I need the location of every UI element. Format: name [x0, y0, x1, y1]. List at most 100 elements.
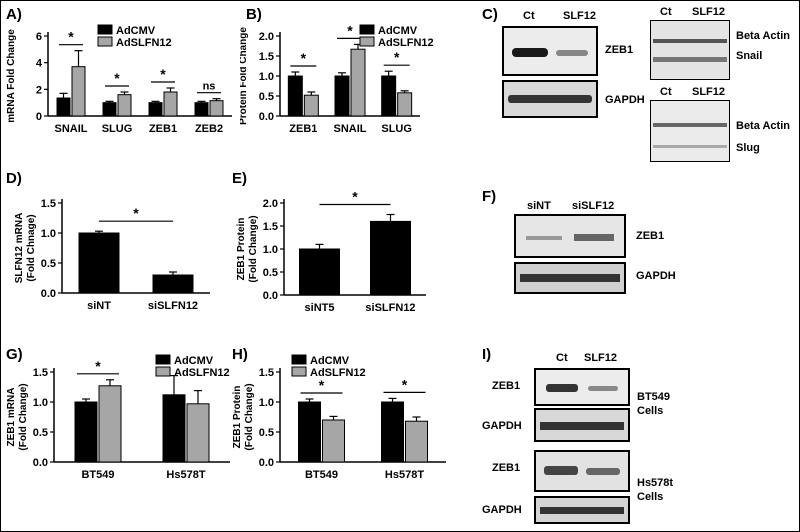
chart-d: 0.0 0.5 1.0 1.5 SLFN12 mRNA(Fold Chnage) siNT…: [14, 198, 210, 312]
blot-i-group-bt549: BT549 Cells: [637, 391, 671, 417]
y-tick-label: 4: [36, 58, 43, 70]
legend-label: AdCMV: [116, 25, 156, 37]
chart-h: 0.0 0.5 1.0 1.5 ZEB1 Protein(Fold Change) BT5…: [232, 354, 446, 481]
x-tick-label: BT549: [81, 469, 114, 481]
blot-f-lane-sislf12: siSLF12: [572, 200, 615, 212]
blot-c2: [650, 20, 730, 80]
blot-i-hs578t-zeb1: [534, 450, 630, 492]
y-axis-label: ZEB1 mRNA(Fold Change): [6, 383, 29, 450]
x-tick-label: SNAIL: [55, 123, 88, 135]
bar: [370, 220, 411, 296]
legend-swatch: [155, 354, 171, 365]
y-tick-label: 0.0: [259, 457, 274, 469]
y-tick-label: 1.5: [259, 367, 274, 379]
bar: [298, 401, 321, 463]
bar: [186, 403, 210, 463]
blot-c3: [650, 100, 730, 162]
band: [588, 386, 618, 391]
significance-mark: *: [114, 70, 120, 86]
y-tick-label: 1.5: [263, 221, 278, 233]
x-tick-label: Hs578T: [166, 469, 205, 481]
y-tick-label: 0.0: [33, 457, 48, 469]
band: [512, 48, 548, 57]
band: [546, 384, 578, 392]
blot-c3-lane-slf12: SLF12: [692, 86, 726, 98]
y-axis-label-line: ZEB1 Protein: [236, 218, 247, 281]
band: [556, 50, 588, 56]
band: [526, 236, 562, 240]
chart-g: 0.0 0.5 1.0 1.5 ZEB1 mRNA(Fold Change) BT549 *…: [6, 354, 230, 481]
panel-label-f: F): [482, 188, 497, 205]
blot-c2-label-snail: Snail: [736, 50, 763, 62]
bar: [209, 100, 224, 117]
bar: [117, 94, 132, 117]
significance-mark: ns: [203, 81, 216, 93]
y-tick-label: 1.5: [33, 367, 48, 379]
x-tick-label: BT549: [305, 469, 338, 481]
x-tick-label: Hs578T: [385, 469, 424, 481]
bar: [148, 102, 163, 117]
bar: [350, 48, 366, 117]
bar: [303, 94, 319, 117]
bar: [74, 401, 98, 463]
band: [540, 507, 624, 514]
chart-b: 0.0 0.5 1.0 1.5 2.0 Protein Fold Change ZEB1 * S…: [240, 22, 434, 135]
legend-swatch: [359, 36, 375, 47]
panel-label-h: H): [232, 346, 248, 363]
legend-swatch: [97, 24, 113, 35]
y-tick-label: 0.5: [41, 258, 56, 270]
x-tick-label: SLUG: [102, 123, 133, 135]
blot-c-lane-slf12: SLF12: [563, 10, 597, 22]
blot-i-row-zeb1: ZEB1: [492, 380, 521, 392]
y-axis-label-line: SLFN12 mRNA: [14, 213, 25, 284]
chart-e: 0.0 0.5 1.0 1.5 2.0 ZEB1 Protein(Fold Change)…: [236, 189, 426, 314]
blot-i-bt549-gapdh: [534, 408, 630, 442]
y-axis-label-line: mRNA Fold Change: [6, 29, 17, 123]
panel-label-d: D): [6, 170, 22, 187]
x-tick-label: ZEB1: [289, 123, 317, 135]
blot-i-lane-ct: Ct: [556, 352, 568, 364]
y-tick-label: 2.0: [263, 198, 278, 210]
y-tick-label: 0.5: [259, 91, 274, 103]
y-axis-label: Protein Fold Change: [240, 27, 249, 125]
x-tick-label: ZEB2: [195, 123, 223, 135]
legend-label: AdSLFN12: [378, 37, 434, 49]
panel-label-c: C): [482, 6, 498, 23]
blot-f-row-gapdh: GAPDH: [636, 270, 676, 282]
y-tick-label: 1.0: [33, 397, 48, 409]
y-axis-label-line: ZEB1 mRNA: [6, 388, 17, 447]
y-axis-label-line: (Fold Change): [18, 383, 29, 450]
bar: [405, 420, 428, 463]
bar: [162, 394, 186, 463]
blot-f-gapdh: [514, 262, 626, 294]
y-tick-label: 1.5: [41, 198, 56, 210]
significance-mark: *: [95, 358, 101, 374]
bar: [152, 274, 194, 294]
y-tick-label: 2.0: [259, 31, 274, 43]
legend-swatch: [291, 366, 307, 377]
y-tick-label: 1.0: [259, 71, 274, 83]
bar: [381, 75, 397, 117]
band: [508, 95, 592, 103]
panel-label-g: G): [6, 346, 23, 363]
y-axis-label: SLFN12 mRNA(Fold Chnage): [14, 213, 37, 284]
blot-i-group-hs578t: Hs578t Cells: [637, 477, 674, 503]
y-tick-label: 1.0: [263, 244, 278, 256]
y-axis-label: mRNA Fold Change: [6, 29, 17, 123]
panel-label-b: B): [246, 6, 262, 23]
legend-label: AdSLFN12: [174, 367, 230, 379]
significance-mark: *: [160, 66, 166, 82]
legend-label: AdSLFN12: [116, 37, 172, 49]
bar: [334, 75, 350, 117]
x-tick-label: siSLFN12: [148, 300, 198, 312]
bar: [322, 419, 345, 463]
blot-c2-label-actin: Beta Actin: [736, 30, 790, 42]
bar: [78, 232, 120, 294]
blot-f-lane-sint: siNT: [527, 200, 551, 212]
blot-c3-label-slug: Slug: [736, 142, 760, 154]
legend-swatch: [359, 24, 375, 35]
bar: [194, 102, 209, 117]
blot-c3-label-actin: Beta Actin: [736, 120, 790, 132]
y-tick-label: 6: [36, 31, 42, 43]
x-tick-label: ZEB1: [149, 123, 177, 135]
